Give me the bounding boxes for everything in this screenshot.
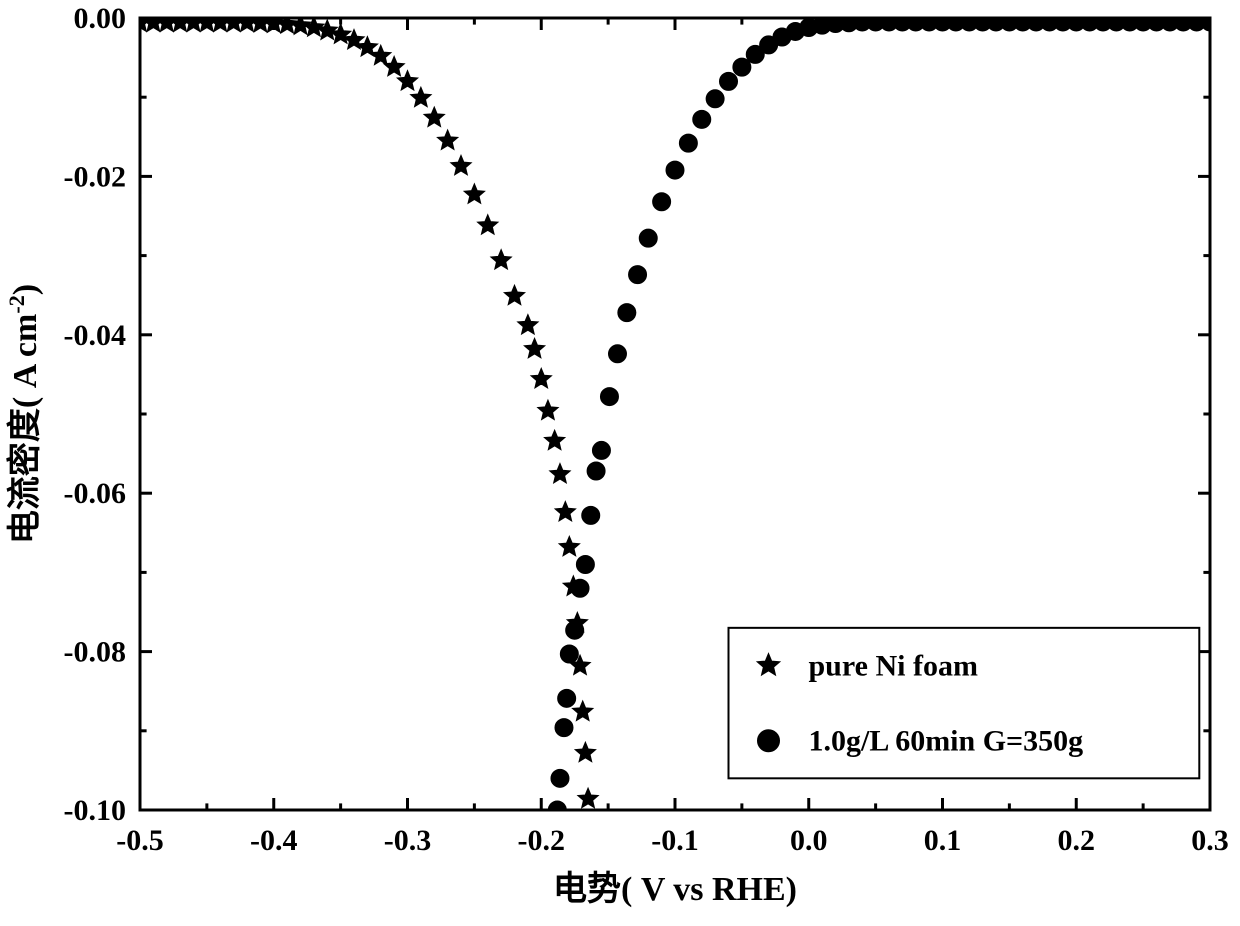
legend-item-label: pure Ni foam <box>809 649 978 682</box>
y-tick-label: 0.00 <box>74 2 127 35</box>
y-axis-label: 电流密度( A cm-2) <box>4 284 45 544</box>
x-tick-label: 0.3 <box>1191 824 1229 857</box>
x-tick-label: 0.2 <box>1058 824 1096 857</box>
x-tick-label: -0.1 <box>651 824 699 857</box>
y-tick-label: -0.06 <box>64 477 127 510</box>
legend-item-label: 1.0g/L 60min G=350g <box>809 725 1084 758</box>
y-tick-label: -0.04 <box>64 319 127 352</box>
x-tick-label: 0.1 <box>924 824 962 857</box>
x-tick-label: -0.3 <box>384 824 432 857</box>
x-tick-label: -0.4 <box>250 824 298 857</box>
y-tick-label: -0.08 <box>64 636 127 669</box>
x-axis-label: 电势( V vs RHE) <box>553 870 797 908</box>
chart-root: -0.5 -0.4 -0.3 -0.2 -0.1 0.0 0.1 0.2 0.3 -0.10 -0.… <box>0 0 1240 926</box>
x-tick-label: 0.0 <box>790 824 828 857</box>
y-tick-label: -0.10 <box>64 794 127 827</box>
x-tick-label: -0.5 <box>116 824 164 857</box>
polarization-curve-chart: -0.5 -0.4 -0.3 -0.2 -0.1 0.0 0.1 0.2 0.3 -0.10 -0.… <box>0 0 1240 926</box>
x-tick-label: -0.2 <box>518 824 566 857</box>
legend: pure Ni foam 1.0g/L 60min G=350g <box>729 628 1200 778</box>
y-tick-label: -0.02 <box>64 160 127 193</box>
